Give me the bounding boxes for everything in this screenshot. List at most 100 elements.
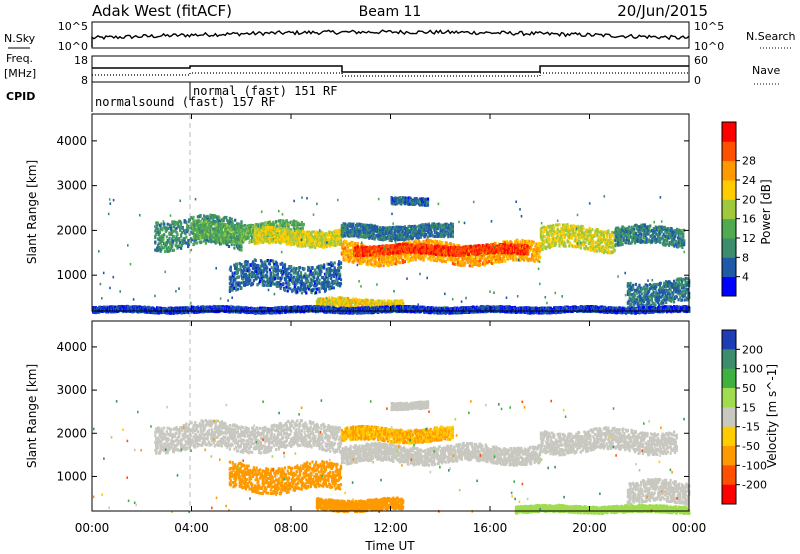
echo-cell <box>311 230 314 234</box>
echo-cell <box>403 260 406 264</box>
echo-cell <box>211 218 215 222</box>
echo-cell <box>216 216 219 220</box>
echo-cell <box>451 222 454 226</box>
nsky-label: N.Sky <box>4 32 36 45</box>
echo-cell <box>208 239 211 243</box>
power-bg <box>92 114 689 311</box>
echo-cell <box>154 240 157 244</box>
echo-cell <box>204 225 207 229</box>
echo-cell <box>247 235 250 239</box>
echo-cell <box>169 249 172 252</box>
echo-cell <box>218 216 221 220</box>
echo-cell <box>334 236 337 240</box>
echo-cell <box>167 249 170 253</box>
echo-cell <box>234 224 237 228</box>
echo-cell <box>163 246 166 250</box>
echo-cell <box>226 233 229 237</box>
echo-band <box>340 222 454 243</box>
echo-cell <box>236 240 239 244</box>
echo-cell <box>532 240 535 244</box>
echo-cell <box>225 215 228 219</box>
echo-cell <box>193 242 196 246</box>
echo-cell <box>230 241 233 245</box>
echo-cell <box>268 220 271 224</box>
echo-cell <box>161 246 164 250</box>
echo-cell <box>167 246 170 249</box>
echo-cell <box>195 223 198 227</box>
echo-cell <box>273 223 276 227</box>
echo-cell <box>218 237 221 241</box>
echo-cell <box>193 225 196 228</box>
echo-cell <box>326 244 329 248</box>
echo-cell <box>314 232 317 236</box>
echo-cell <box>191 232 194 235</box>
echo-cell <box>195 227 199 231</box>
echo-cell <box>300 221 303 224</box>
echo-cell <box>251 236 254 240</box>
date-title: 20/Jun/2015 <box>617 2 708 20</box>
echo-cell <box>160 243 163 247</box>
echo-cell <box>291 241 294 245</box>
echo-cell <box>180 235 183 239</box>
echo-cell <box>243 235 247 239</box>
echo-cell <box>268 226 271 230</box>
freq-panel: Freq. [MHz] 18 8 60 0 Nave <box>4 52 780 87</box>
echo-cell <box>210 225 213 229</box>
nsky-frame <box>91 21 690 49</box>
echo-cell <box>296 234 299 237</box>
echo-cell <box>154 229 157 233</box>
echo-cell <box>282 224 285 228</box>
echo-cell <box>189 240 192 244</box>
echo-cell <box>299 227 303 231</box>
echo-cell <box>280 236 283 240</box>
echo-cell <box>189 230 192 234</box>
echo-cell <box>286 240 289 243</box>
echo-cell <box>240 245 243 249</box>
echo-cell <box>240 221 243 225</box>
echo-cell <box>302 230 305 234</box>
echo-cell <box>239 232 242 235</box>
echo-cell <box>538 252 541 256</box>
echo-cell <box>234 227 237 231</box>
echo-cell <box>275 224 279 228</box>
echo-cell <box>306 237 309 241</box>
echo-cell <box>261 225 264 229</box>
echo-cell <box>189 215 192 219</box>
echo-cell <box>209 213 212 217</box>
echo-cell <box>321 235 324 239</box>
echo-cell <box>200 227 203 231</box>
echo-cell <box>213 228 216 232</box>
echo-cell <box>228 232 231 236</box>
echo-cell <box>225 230 228 234</box>
echo-cell <box>352 222 355 226</box>
echo-cell <box>175 235 178 238</box>
echo-cell <box>214 237 217 241</box>
echo-cell <box>322 237 325 241</box>
echo-cell <box>253 226 256 230</box>
echo-cell <box>504 259 507 263</box>
echo-cell <box>345 240 348 244</box>
echo-cell <box>222 222 225 226</box>
echo-cell <box>180 221 183 225</box>
echo-cell <box>222 219 225 223</box>
echo-cell <box>162 226 165 230</box>
echo-cell <box>320 244 323 248</box>
echo-cell <box>233 233 236 237</box>
echo-cell <box>223 233 226 237</box>
echo-cell <box>292 241 295 245</box>
echo-cell <box>310 232 313 236</box>
echo-cell <box>284 227 287 231</box>
echo-cell <box>422 258 425 262</box>
echo-cell <box>249 238 252 242</box>
echo-cell <box>282 240 285 244</box>
echo-cell <box>156 227 160 231</box>
echo-cell <box>206 214 209 218</box>
echo-cell <box>237 229 240 233</box>
echo-cell <box>255 231 258 235</box>
echo-cell <box>161 234 164 238</box>
echo-cell <box>275 238 279 242</box>
echo-cell <box>468 264 471 268</box>
echo-cell <box>267 224 270 228</box>
echo-cell <box>227 245 231 248</box>
